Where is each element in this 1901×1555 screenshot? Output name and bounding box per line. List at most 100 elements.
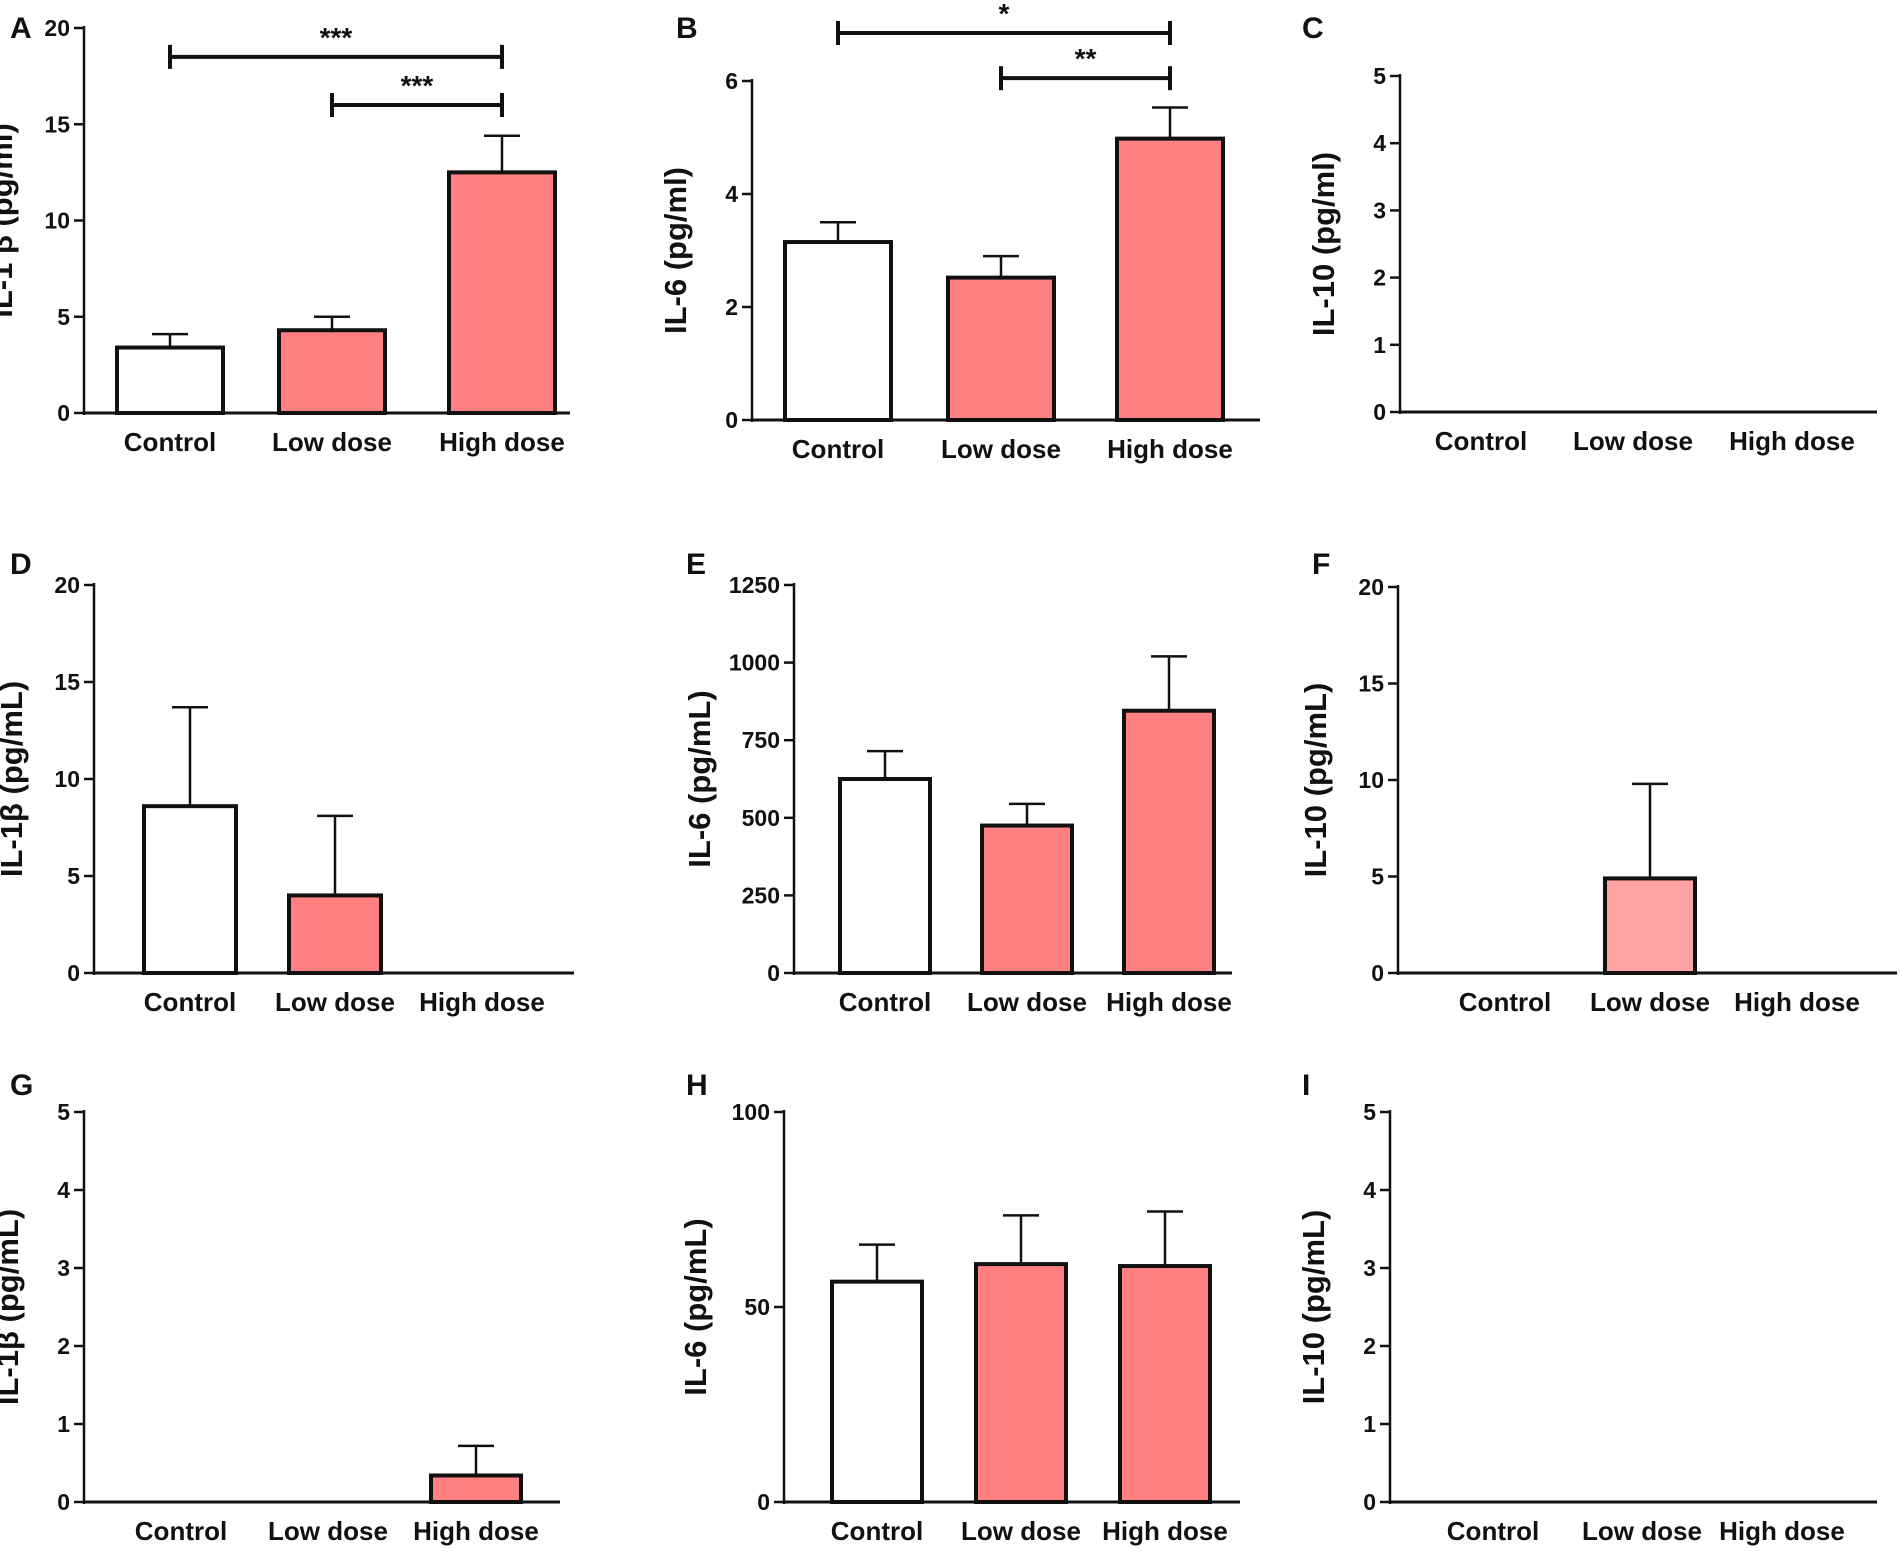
category-label: Low dose <box>275 987 395 1017</box>
y-tick-label: 10 <box>54 766 80 792</box>
y-tick-label: 4 <box>57 1177 70 1203</box>
chart-panel-c: C 0 1 2 3 4 5 IL-10 (pg/ml) Control Low dose High … <box>1302 12 1877 456</box>
panel-letter: I <box>1302 1069 1310 1102</box>
y-tick-label: 5 <box>1363 1099 1376 1125</box>
category-label: Control <box>792 434 884 464</box>
category-label: High dose <box>1734 987 1860 1017</box>
y-tick-label: 5 <box>57 1099 70 1125</box>
y-tick-label: 750 <box>742 727 780 753</box>
category-label: Low dose <box>1573 426 1693 456</box>
chart-panel-b: B 0 2 4 6 IL-6 (pg/ml) Control Low dose High dos… <box>658 0 1260 464</box>
category-label: High dose <box>1102 1516 1228 1546</box>
significance-label: *** <box>320 22 353 53</box>
bar-control <box>115 345 225 415</box>
y-tick-label: 20 <box>44 15 70 41</box>
y-tick-label: 2 <box>1363 1333 1376 1359</box>
category-label: Control <box>135 1516 227 1546</box>
y-tick-label: 1 <box>57 1411 70 1437</box>
panel-letter: C <box>1302 12 1324 45</box>
category-label: Low dose <box>967 987 1087 1017</box>
bar-high-dose <box>447 170 557 415</box>
y-tick-label: 1250 <box>729 572 780 598</box>
bar-control <box>830 1279 924 1505</box>
category-label: High dose <box>1107 434 1233 464</box>
category-label: High dose <box>419 987 545 1017</box>
y-axis-title: IL-10 (pg/mL) <box>1298 683 1333 878</box>
chart-panel-a: A 0 5 10 15 20 IL-1 β (pg/ml) Control Low dose Hi… <box>0 12 570 457</box>
chart-panel-e: E 0 250 500 750 1000 1250 IL-6 (pg/mL) Control Lo… <box>682 548 1232 1017</box>
category-label: Low dose <box>272 427 392 457</box>
y-tick-label: 3 <box>1373 197 1386 223</box>
y-tick-label: 5 <box>1373 63 1386 89</box>
category-label: Control <box>124 427 216 457</box>
y-tick-label: 0 <box>725 407 738 433</box>
panel-letter: F <box>1312 548 1330 581</box>
bar-low-dose <box>946 275 1056 422</box>
y-tick-label: 3 <box>1363 1255 1376 1281</box>
y-tick-label: 100 <box>732 1099 770 1125</box>
category-label: High dose <box>413 1516 539 1546</box>
significance-label: *** <box>401 70 434 101</box>
y-tick-label: 4 <box>1373 130 1386 156</box>
panel-letter: H <box>686 1069 708 1102</box>
y-axis-title: IL-10 (pg/ml) <box>1306 152 1341 336</box>
category-label: Control <box>831 1516 923 1546</box>
y-axis-title: IL-6 (pg/ml) <box>658 167 693 334</box>
bar-high-dose <box>1122 708 1216 975</box>
y-tick-label: 15 <box>44 111 70 137</box>
y-tick-label: 4 <box>1363 1177 1376 1203</box>
category-label: High dose <box>1729 426 1855 456</box>
y-tick-label: 0 <box>757 1489 770 1515</box>
y-tick-label: 0 <box>57 1489 70 1515</box>
panel-letter: B <box>676 12 698 45</box>
y-tick-label: 5 <box>1371 864 1384 890</box>
category-label: Control <box>1447 1516 1539 1546</box>
y-tick-label: 1 <box>1373 332 1386 358</box>
y-tick-label: 15 <box>54 669 80 695</box>
y-tick-label: 500 <box>742 805 780 831</box>
significance-label: ** <box>1075 43 1097 74</box>
bar-control <box>838 777 932 975</box>
bar-low-dose <box>974 1262 1068 1504</box>
y-tick-label: 5 <box>57 304 70 330</box>
bar-high-dose <box>429 1473 523 1504</box>
chart-panel-i: I 0 1 2 3 4 5 IL-10 (pg/mL) Control Low dose High … <box>1296 1069 1877 1546</box>
category-label: High dose <box>1719 1516 1845 1546</box>
bar-control <box>142 804 238 975</box>
y-tick-label: 1000 <box>729 650 780 676</box>
category-label: Control <box>1435 426 1527 456</box>
y-tick-label: 250 <box>742 882 780 908</box>
y-tick-label: 0 <box>57 400 70 426</box>
bar-high-dose <box>1115 136 1225 422</box>
y-tick-label: 10 <box>44 208 70 234</box>
chart-panel-g: G 0 1 2 3 4 5 IL-1β (pg/mL) Control Low dose High … <box>0 1069 560 1546</box>
significance-label: * <box>999 0 1010 29</box>
y-tick-label: 0 <box>1373 399 1386 425</box>
y-tick-label: 4 <box>725 181 738 207</box>
y-axis-title: IL-1 β (pg/ml) <box>0 123 19 318</box>
y-tick-label: 20 <box>54 572 80 598</box>
y-tick-label: 0 <box>1363 1489 1376 1515</box>
bar-high-dose <box>1118 1264 1212 1505</box>
bar-low-dose <box>277 328 387 416</box>
y-axis-title: IL-6 (pg/mL) <box>678 1218 713 1395</box>
y-tick-label: 15 <box>1358 671 1384 697</box>
category-label: Low dose <box>1582 1516 1702 1546</box>
category-label: Low dose <box>941 434 1061 464</box>
y-tick-label: 2 <box>725 294 738 320</box>
y-tick-label: 2 <box>57 1333 70 1359</box>
category-label: Control <box>839 987 931 1017</box>
y-tick-label: 20 <box>1358 574 1384 600</box>
chart-panel-d: D 0 5 10 15 20 IL-1β (pg/mL) Control Low dose Hig… <box>0 548 574 1017</box>
category-label: Low dose <box>961 1516 1081 1546</box>
category-label: High dose <box>439 427 565 457</box>
category-label: Control <box>144 987 236 1017</box>
panel-letter: D <box>10 548 32 581</box>
y-tick-label: 0 <box>67 960 80 986</box>
y-axis-title: IL-6 (pg/mL) <box>682 690 717 867</box>
y-tick-label: 5 <box>67 863 80 889</box>
category-label: Control <box>1459 987 1551 1017</box>
bar-low-dose <box>980 823 1074 975</box>
y-axis-title: IL-1β (pg/mL) <box>0 681 29 877</box>
